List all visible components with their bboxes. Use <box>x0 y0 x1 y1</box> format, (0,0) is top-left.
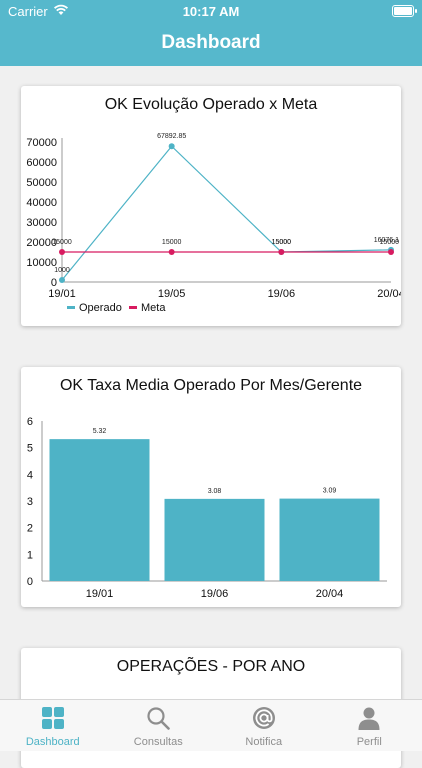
y-tick-label: 70000 <box>26 137 57 149</box>
x-tick-label: 20/04 <box>316 588 344 600</box>
tab-bar: Dashboard Consultas Notifica Perfil <box>0 699 422 751</box>
legend-label-meta: Meta <box>141 302 166 314</box>
legend-label-operado: Operado <box>79 302 122 314</box>
data-label: 5.32 <box>93 428 107 435</box>
series-line-operado <box>62 146 391 280</box>
search-icon <box>146 706 170 730</box>
clock: 10:17 AM <box>0 4 422 19</box>
line-chart: 01000020000300004000050000600007000019/0… <box>21 86 401 326</box>
y-tick-label: 10000 <box>26 257 57 269</box>
tab-notifica[interactable]: Notifica <box>211 700 317 751</box>
x-tick-label: 19/06 <box>268 288 296 300</box>
data-label: 3.08 <box>208 488 222 495</box>
data-point-meta <box>169 249 175 255</box>
data-point-operado <box>59 277 65 283</box>
data-point-meta <box>278 249 284 255</box>
y-tick-label: 0 <box>27 576 33 588</box>
tab-consultas[interactable]: Consultas <box>106 700 212 751</box>
person-icon <box>357 706 381 730</box>
data-label: 15000 <box>162 239 182 246</box>
tab-dashboard[interactable]: Dashboard <box>0 700 106 751</box>
data-point-operado <box>169 143 175 149</box>
app-header: Carrier 10:17 AM Dashboard <box>0 0 422 66</box>
y-tick-label: 50000 <box>26 177 57 189</box>
x-tick-label: 19/01 <box>86 588 114 600</box>
page-title: Dashboard <box>0 32 422 54</box>
tab-label: Notifica <box>211 736 317 748</box>
grid-icon <box>41 706 65 730</box>
y-tick-label: 5 <box>27 443 33 455</box>
data-label: 15000 <box>272 239 292 246</box>
x-tick-label: 19/01 <box>48 288 76 300</box>
tab-perfil[interactable]: Perfil <box>317 700 422 751</box>
data-point-meta <box>59 249 65 255</box>
status-bar: Carrier 10:17 AM <box>0 0 422 22</box>
data-label: 67892.85 <box>157 133 186 140</box>
bar <box>280 499 380 581</box>
y-tick-label: 30000 <box>26 217 57 229</box>
legend-swatch-meta <box>129 306 137 309</box>
bar-chart: 0 1 2 3 4 5 6 5.32 19/01 3.08 19/06 3.09 20/04 <box>21 367 401 607</box>
data-label: 15000 <box>52 239 72 246</box>
y-tick-label: 2 <box>27 523 33 535</box>
data-label: 1000 <box>54 267 70 274</box>
tab-label: Perfil <box>317 736 422 748</box>
legend-swatch-operado <box>67 306 75 309</box>
at-sign-icon <box>252 706 276 730</box>
data-label: 15000 <box>380 239 400 246</box>
y-tick-label: 1 <box>27 549 33 561</box>
data-point-meta <box>388 249 394 255</box>
x-tick-label: 20/04 <box>377 288 401 300</box>
y-tick-label: 60000 <box>26 157 57 169</box>
x-tick-label: 19/05 <box>158 288 186 300</box>
data-label: 3.09 <box>323 488 337 495</box>
y-tick-label: 3 <box>27 496 33 508</box>
battery-icon <box>392 5 414 17</box>
tab-label: Consultas <box>106 736 212 748</box>
y-tick-label: 4 <box>27 469 33 481</box>
x-tick-label: 19/06 <box>201 588 229 600</box>
chart-title: OPERAÇÕES - POR ANO <box>21 658 401 676</box>
y-tick-label: 40000 <box>26 197 57 209</box>
bar <box>165 499 265 581</box>
y-tick-label: 6 <box>27 416 33 428</box>
bar <box>50 439 150 581</box>
tab-label: Dashboard <box>0 736 106 748</box>
